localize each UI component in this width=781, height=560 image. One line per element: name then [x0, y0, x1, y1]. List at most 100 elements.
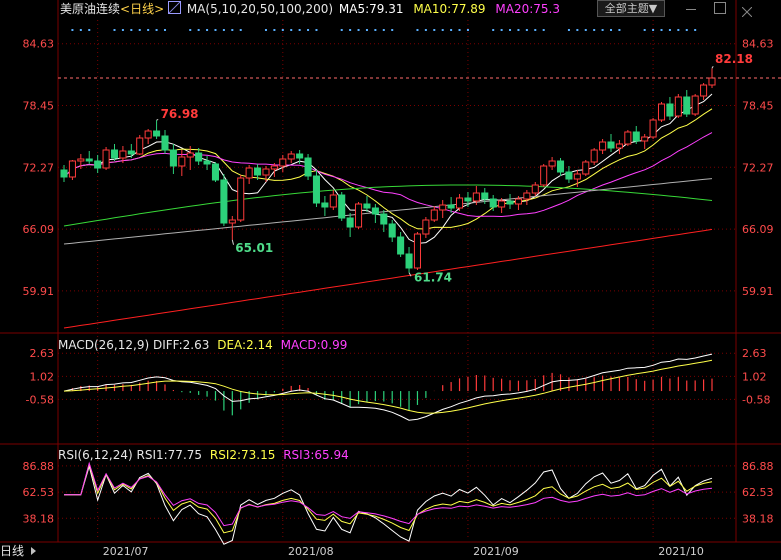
candle-body: [287, 153, 295, 160]
macd-dea: DEA:2.14: [217, 338, 273, 352]
annotation-peak-label-pointer: [711, 65, 714, 69]
candle-body: [102, 149, 110, 169]
period-selector[interactable]: <日线>: [120, 2, 165, 16]
candle-body: [296, 153, 304, 159]
signal-dot: [618, 29, 621, 31]
macd-diff-line: [63, 353, 713, 421]
candle-body: [456, 197, 464, 209]
candle-body: [60, 169, 68, 178]
signal-dot: [189, 29, 192, 31]
signal-dot: [576, 29, 579, 31]
signal-dot: [416, 29, 419, 31]
y-tick-right-price: 72.27: [742, 161, 774, 174]
candle-body: [388, 223, 396, 238]
minimize-icon[interactable]: [686, 2, 696, 10]
ma-params: MA(5,10,20,50,100,200): [186, 2, 334, 16]
candle-body: [355, 203, 363, 228]
y-tick-left-price: 66.09: [23, 223, 55, 236]
y-tick-left-price: 78.45: [23, 100, 55, 113]
candle-body: [700, 84, 708, 97]
ma50-line: [63, 184, 713, 227]
close-icon[interactable]: [741, 2, 753, 18]
candle-body: [531, 184, 539, 194]
signal-dot: [71, 29, 74, 31]
candle-body: [599, 141, 607, 151]
candle-body: [161, 135, 169, 151]
price-annotations: 76.98 65.01 61.74 82.18: [58, 29, 781, 285]
signal-dot: [517, 29, 520, 31]
candle-body: [85, 158, 93, 162]
candle-body: [94, 160, 102, 169]
signal-dot: [206, 29, 209, 31]
chevron-down-icon: ▼: [648, 2, 658, 15]
candle-body: [363, 203, 371, 209]
candle-body: [649, 119, 657, 138]
signal-dot: [222, 29, 225, 31]
ma-legend: MA(5,10,20,50,100,200) MA5:79.31 MA10:77…: [168, 0, 560, 18]
candle-body: [270, 165, 278, 170]
signal-dot: [584, 29, 587, 31]
signal-dot: [113, 29, 116, 31]
candle-body: [548, 160, 556, 167]
signal-dot: [643, 29, 646, 31]
signal-dot: [441, 29, 444, 31]
signal-dot: [307, 29, 310, 31]
candle-body: [632, 131, 640, 142]
candle-body: [615, 143, 623, 149]
signal-dot: [525, 29, 528, 31]
candle-body: [254, 167, 262, 176]
candle-body: [195, 152, 203, 162]
annotation-low-label: 61.74: [414, 271, 452, 285]
signal-dot: [652, 29, 655, 31]
signal-dot: [79, 29, 82, 31]
x-tick-date: 2021/08: [288, 545, 334, 558]
signal-dot: [88, 29, 91, 31]
y-tick-left-rsi: 62.53: [23, 486, 55, 499]
candle-body: [186, 152, 194, 158]
rsi1-value: RSI1:77.75: [136, 448, 203, 462]
signal-dot: [365, 29, 368, 31]
signal-dot: [121, 29, 124, 31]
y-tick-left-macd: -0.58: [26, 393, 54, 406]
candle-body: [77, 158, 85, 162]
y-tick-left-macd: 2.63: [30, 347, 55, 360]
signal-dot: [424, 29, 427, 31]
rsi-panel: [64, 461, 713, 545]
x-tick-date: 2021/07: [103, 545, 149, 558]
theme-dropdown[interactable]: 全部主题▼: [597, 0, 665, 17]
signal-dot: [163, 29, 166, 31]
signal-dot: [534, 29, 537, 31]
x-tick-date: 2021/10: [658, 545, 704, 558]
candle-body: [624, 131, 632, 145]
rsi1-line: [64, 464, 713, 545]
candle-body: [211, 163, 220, 181]
signal-dot: [340, 29, 343, 31]
signal-dot: [450, 29, 453, 31]
rsi2-value: RSI2:73.15: [209, 448, 276, 462]
signal-dot: [349, 29, 352, 31]
signal-dot: [694, 29, 697, 31]
signal-dot: [391, 29, 394, 31]
y-tick-left-price: 84.63: [23, 38, 55, 51]
grid-lines: [0, 0, 781, 543]
signal-dot: [466, 29, 469, 31]
candle-body: [380, 213, 388, 225]
y-tick-right-price: 84.63: [742, 38, 774, 51]
candle-body: [422, 219, 430, 235]
signal-dot: [147, 29, 150, 31]
candle-body: [590, 149, 598, 163]
rsi3-value: RSI3:65.94: [283, 448, 349, 462]
candle-body: [582, 161, 590, 175]
indicator-settings-icon[interactable]: [168, 1, 181, 14]
signal-dot: [231, 29, 234, 31]
instrument-title: 美原油连续<日线>: [60, 0, 164, 18]
candle-body: [641, 136, 649, 142]
maximize-icon[interactable]: [714, 2, 726, 14]
instrument-name: 美原油连续: [60, 2, 121, 16]
period-tab[interactable]: 日线: [0, 543, 36, 560]
candle-body: [498, 200, 506, 208]
signal-dot: [509, 29, 512, 31]
play-icon[interactable]: [30, 547, 36, 555]
candle-body: [523, 192, 531, 200]
